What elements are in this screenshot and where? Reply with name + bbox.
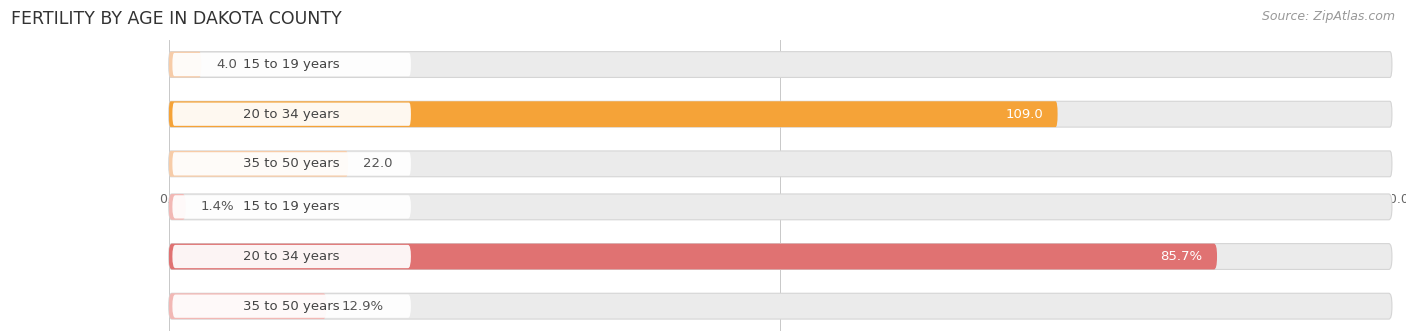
Text: 35 to 50 years: 35 to 50 years: [243, 300, 340, 313]
Text: 20 to 34 years: 20 to 34 years: [243, 108, 340, 121]
Text: 22.0: 22.0: [363, 157, 392, 170]
Text: 15 to 19 years: 15 to 19 years: [243, 200, 340, 213]
FancyBboxPatch shape: [169, 101, 1057, 127]
FancyBboxPatch shape: [169, 52, 201, 77]
Text: Source: ZipAtlas.com: Source: ZipAtlas.com: [1261, 10, 1395, 23]
FancyBboxPatch shape: [173, 295, 411, 318]
FancyBboxPatch shape: [169, 151, 349, 177]
Text: 109.0: 109.0: [1005, 108, 1043, 121]
Text: 20 to 34 years: 20 to 34 years: [243, 250, 340, 263]
FancyBboxPatch shape: [169, 244, 1392, 269]
FancyBboxPatch shape: [169, 52, 1392, 77]
Text: 85.7%: 85.7%: [1160, 250, 1202, 263]
Text: 15 to 19 years: 15 to 19 years: [243, 58, 340, 71]
Text: 35 to 50 years: 35 to 50 years: [243, 157, 340, 170]
FancyBboxPatch shape: [173, 152, 411, 175]
FancyBboxPatch shape: [173, 245, 411, 268]
FancyBboxPatch shape: [173, 103, 411, 126]
Text: 4.0: 4.0: [217, 58, 236, 71]
FancyBboxPatch shape: [169, 194, 186, 220]
Text: 1.4%: 1.4%: [201, 200, 235, 213]
FancyBboxPatch shape: [173, 53, 411, 76]
Text: FERTILITY BY AGE IN DAKOTA COUNTY: FERTILITY BY AGE IN DAKOTA COUNTY: [11, 10, 342, 28]
FancyBboxPatch shape: [169, 293, 326, 319]
FancyBboxPatch shape: [169, 244, 1218, 269]
FancyBboxPatch shape: [169, 101, 1392, 127]
FancyBboxPatch shape: [173, 195, 411, 218]
FancyBboxPatch shape: [169, 151, 1392, 177]
FancyBboxPatch shape: [169, 194, 1392, 220]
Text: 12.9%: 12.9%: [342, 300, 384, 313]
FancyBboxPatch shape: [169, 293, 1392, 319]
